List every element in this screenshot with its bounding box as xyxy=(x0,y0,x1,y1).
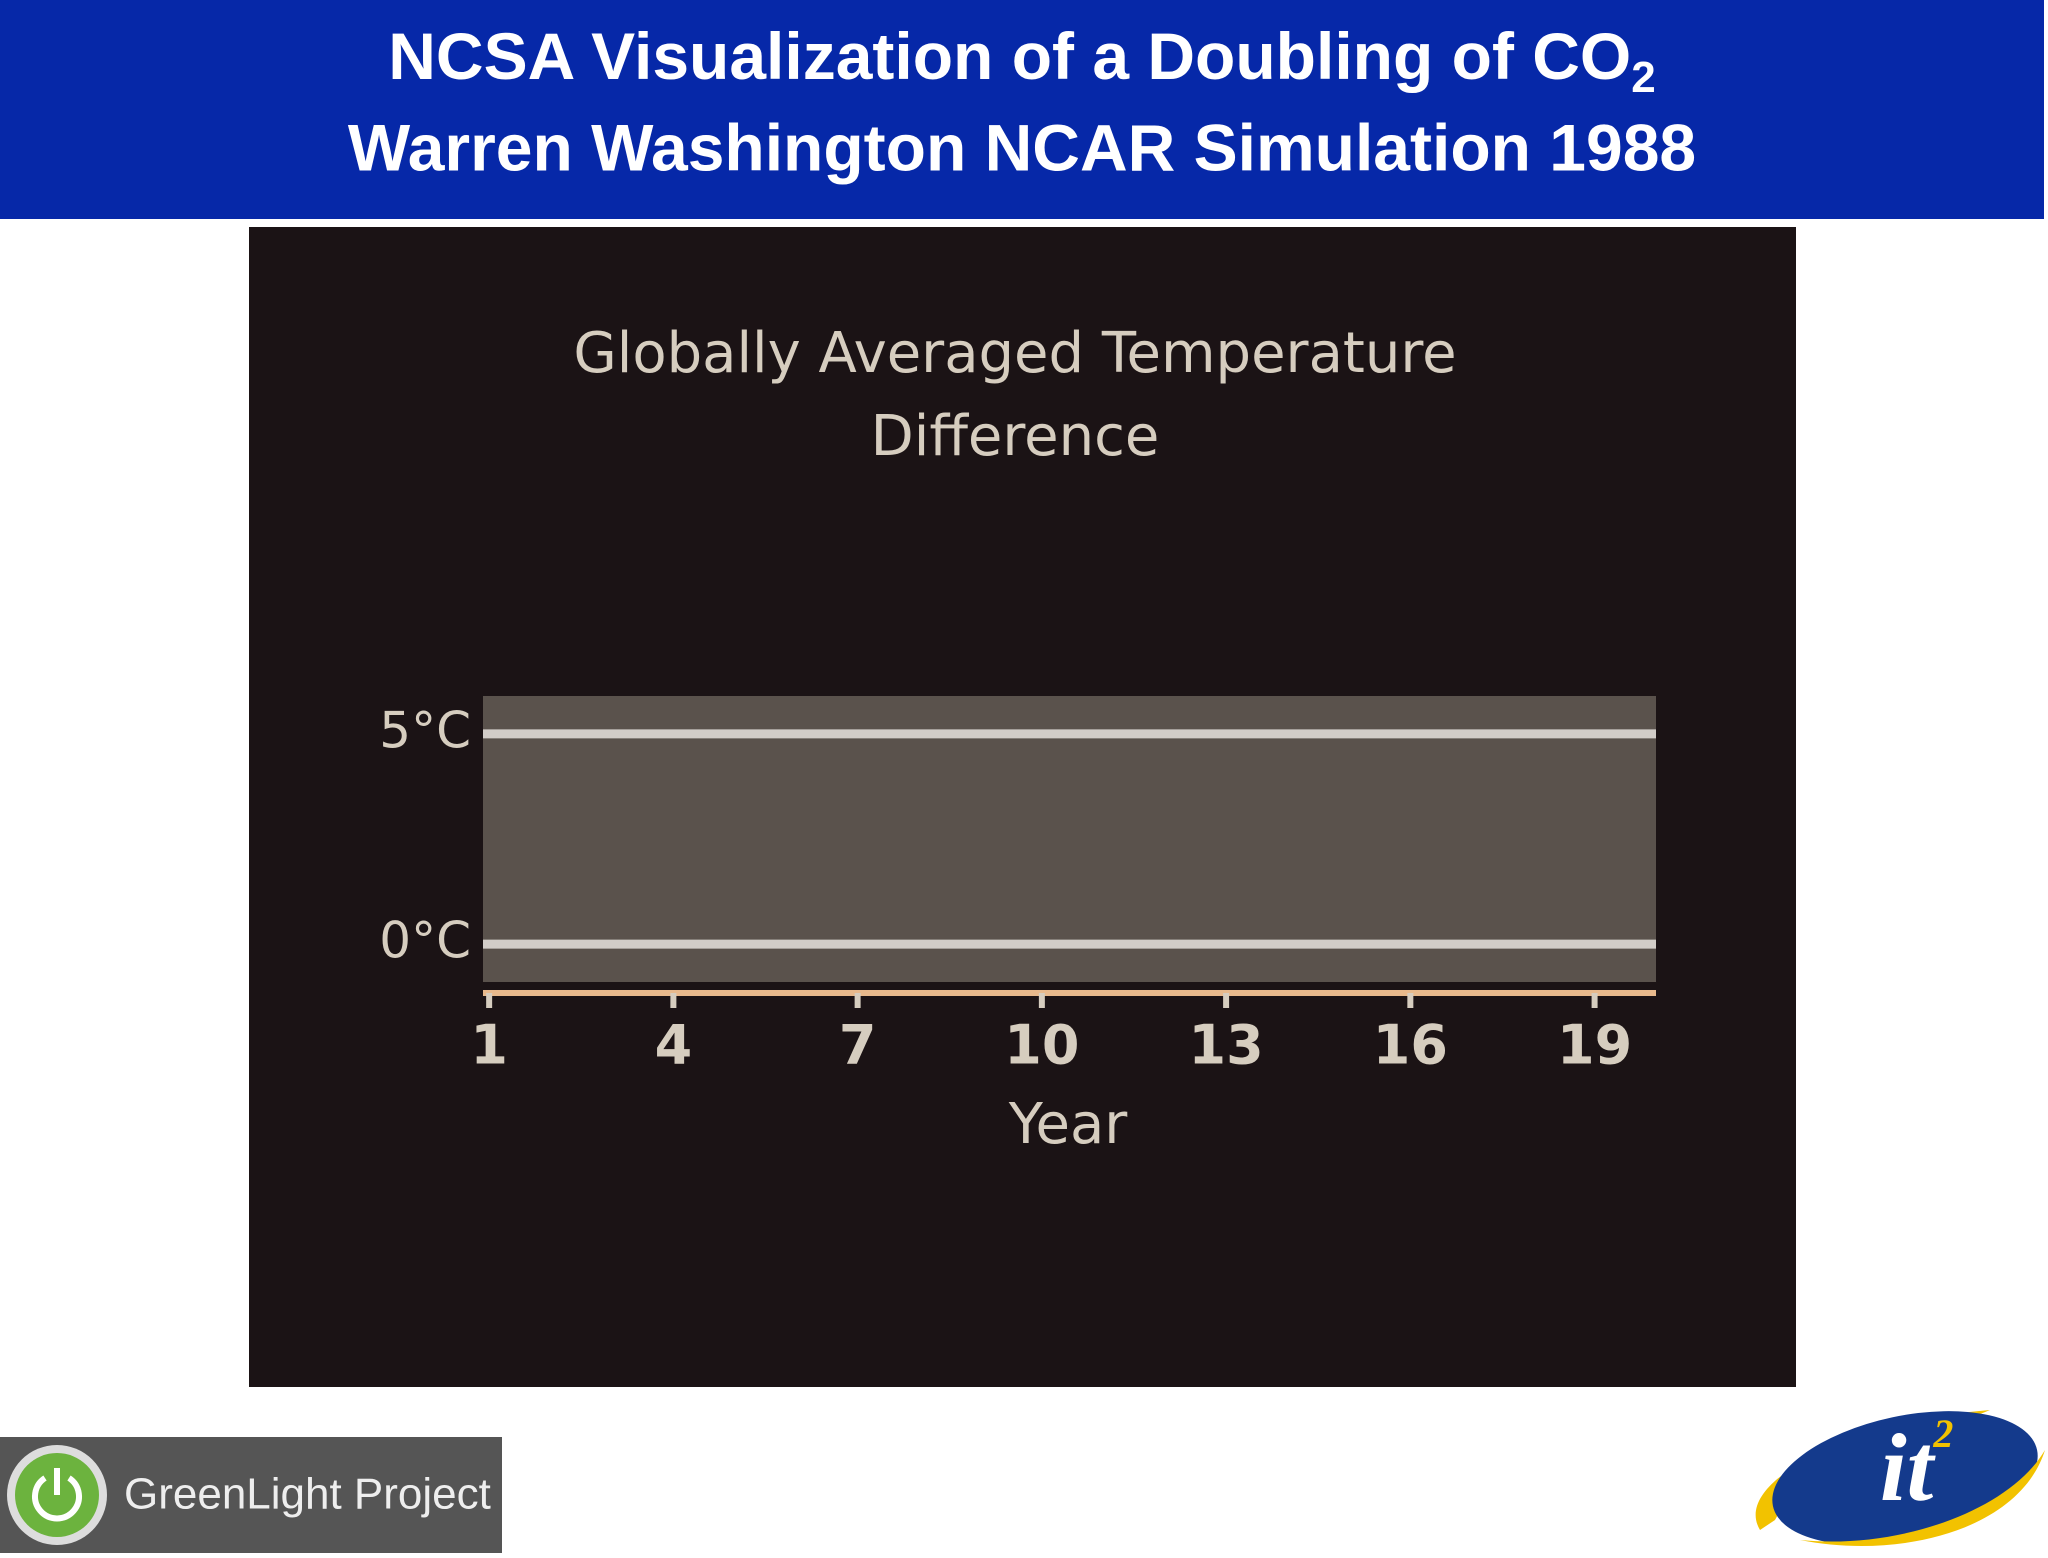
it2-logo: it2 xyxy=(1755,1410,2045,1546)
logo-swoosh xyxy=(1800,1450,2045,1546)
power-symbol xyxy=(32,1475,82,1522)
chart: Globally Averaged Temperature Difference 0… xyxy=(379,321,1656,1157)
x-tick-label: 7 xyxy=(839,1014,877,1077)
x-tick-label: 10 xyxy=(1004,1014,1079,1077)
x-tick-label: 1 xyxy=(470,1014,508,1077)
y-tick-label: 5°C xyxy=(379,701,471,759)
chart-title: Globally Averaged Temperature xyxy=(573,321,1456,386)
chart-title: Difference xyxy=(871,404,1160,469)
header-line1: NCSA Visualization of a Doubling of CO2 xyxy=(388,19,1656,101)
header-line1-text: NCSA Visualization of a Doubling of CO xyxy=(388,19,1631,93)
header-bar xyxy=(0,0,2044,219)
header-subscript: 2 xyxy=(1631,53,1655,102)
x-axis-label: Year xyxy=(1008,1092,1129,1157)
x-tick-label: 16 xyxy=(1373,1014,1448,1077)
x-tick-label: 4 xyxy=(655,1014,693,1077)
x-tick-label: 13 xyxy=(1189,1014,1264,1077)
logo-sup: 2 xyxy=(1932,1411,1953,1456)
x-tick-label: 19 xyxy=(1557,1014,1632,1077)
plot-area xyxy=(483,696,1656,982)
logo-it: it xyxy=(1880,1414,1937,1521)
greenlight-text: GreenLight Project xyxy=(124,1470,491,1519)
logo-text: it2 xyxy=(1880,1411,1953,1521)
y-tick-label: 0°C xyxy=(379,912,471,970)
header-line2: Warren Washington NCAR Simulation 1988 xyxy=(348,110,1696,184)
